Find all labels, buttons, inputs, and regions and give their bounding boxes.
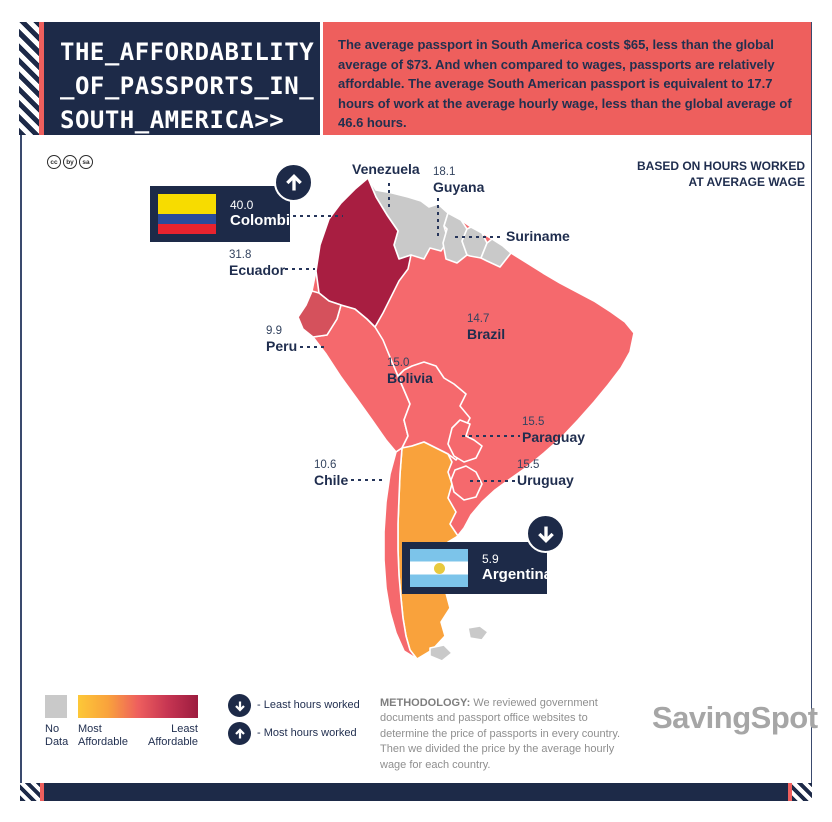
legend-most-line1: Most [78,723,102,735]
peru-hours: 9.9 [266,325,282,337]
methodology-body: We reviewed government documents and pas… [380,697,621,771]
label-suriname: Suriname [506,228,570,244]
legend-arrow-down-label: - Least hours worked [257,699,360,711]
label-brazil: 14.7 Brazil [467,313,505,342]
legend-most-affordable-label: Most Affordable [78,723,128,749]
frame-left-line [20,135,22,783]
bottom-bar-red-right [788,783,792,801]
chile-leader-line [351,479,383,481]
argentina-callout: 5.9 Argentina [402,542,552,594]
legend-gradient-bar [78,695,198,718]
country-french-guiana [480,238,512,268]
guyana-leader-line [437,198,439,238]
brand-logo: SavingSpot [652,700,818,735]
country-uruguay [450,465,483,501]
ecuador-hours: 31.8 [229,249,252,261]
cc-icon: cc [47,155,61,169]
legend-arrow-down-icon [228,694,251,717]
legend-least-affordable-label: Least Affordable [146,723,198,749]
islands-tierra-del-fuego [429,644,453,662]
legend-arrow-up-icon [228,722,251,745]
legend-no-data-line2: Data [45,736,69,748]
guyana-name: Guyana [433,179,485,195]
peru-leader-line [300,346,326,348]
bottom-bar-stripes-right [792,783,812,801]
label-uruguay: 15.5 Uruguay [517,459,574,488]
legend-least-line1: Least [171,723,198,735]
label-guyana: 18.1 Guyana [433,166,484,195]
colombia-callout: 40.0 Colombia [150,186,298,242]
legend-least-line2: Affordable [148,736,198,748]
argentina-flag [410,549,468,587]
brazil-hours: 14.7 [467,313,490,325]
legend-no-data-label: No Data [45,723,68,749]
uruguay-name: Uruguay [517,472,574,488]
venezuela-leader-line [388,183,390,211]
guyana-hours: 18.1 [433,166,456,178]
chile-name: Chile [314,472,349,488]
argentina-callout-hours: 5.9 [482,552,499,566]
label-peru: 9.9 Peru [266,325,297,354]
legend-arrow-up-label: - Most hours worked [257,727,357,739]
paraguay-leader-line [462,435,520,437]
cc-license-badge: cc by sa [47,155,93,169]
bottom-bar-stripes-left [20,783,40,801]
country-ecuador [297,290,342,338]
bolivia-name: Bolivia [387,370,433,386]
brazil-name: Brazil [467,326,506,342]
map-note-line-1: BASED ON HOURS WORKED [636,159,805,173]
suriname-leader-line [455,236,501,238]
legend-no-data-swatch [45,695,67,718]
label-venezuela: Venezuela [352,161,420,177]
label-bolivia: 15.0 Bolivia [387,357,433,386]
venezuela-name: Venezuela [352,161,420,177]
map-note-line-2: AT AVERAGE WAGE [688,175,805,190]
frame-right-line [810,22,812,783]
label-chile: 10.6 Chile [314,459,348,488]
cc-sa-icon: sa [79,155,93,169]
methodology-heading: METHODOLOGY: [380,697,471,709]
intro-paragraph: The average passport in South America co… [323,22,812,135]
title-line-2: _OF_PASSPORTS_IN_ [60,72,315,100]
header-red-accent [39,22,44,135]
bolivia-hours: 15.0 [387,357,410,369]
most-hours-arrow-up-icon [274,163,313,202]
country-paraguay [447,419,483,463]
colombia-flag [158,194,216,234]
country-chile [383,447,418,660]
page-title: THE_AFFORDABILITY _OF_PASSPORTS_IN_ SOUT… [44,22,320,135]
legend-no-data-line1: No [45,723,60,735]
islands-falklands [467,625,489,641]
legend-most-line2: Affordable [78,736,128,748]
ecuador-leader-line [285,268,315,270]
paraguay-name: Paraguay [522,429,586,445]
label-ecuador: 31.8 Ecuador [229,249,285,278]
label-paraguay: 15.5 Paraguay [522,416,585,445]
paraguay-hours: 15.5 [522,416,545,428]
argentina-callout-name: Argentina [482,566,553,583]
colombia-leader-line [293,215,343,217]
colombia-callout-name: Colombia [230,212,299,229]
uruguay-leader-line [470,480,516,482]
colombia-callout-hours: 40.0 [230,198,254,212]
peru-name: Peru [266,338,298,354]
uruguay-hours: 15.5 [517,459,540,471]
ecuador-name: Ecuador [229,262,286,278]
methodology-text: METHODOLOGY: We reviewed government docu… [380,696,625,773]
bottom-bar [20,783,812,801]
chile-hours: 10.6 [314,459,337,471]
country-guyana [442,212,468,264]
header-stripe-decoration [19,22,39,135]
cc-by-icon: by [63,155,77,169]
least-hours-arrow-down-icon [526,514,565,553]
bottom-bar-red-left [40,783,44,801]
argentina-flag-sun [433,562,445,574]
title-line-3: SOUTH_AMERICA>> [60,106,285,134]
suriname-name: Suriname [506,228,570,244]
map-note: BASED ON HOURS WORKED AT AVERAGE WAGE [605,158,805,190]
title-line-1: THE_AFFORDABILITY [60,38,315,66]
